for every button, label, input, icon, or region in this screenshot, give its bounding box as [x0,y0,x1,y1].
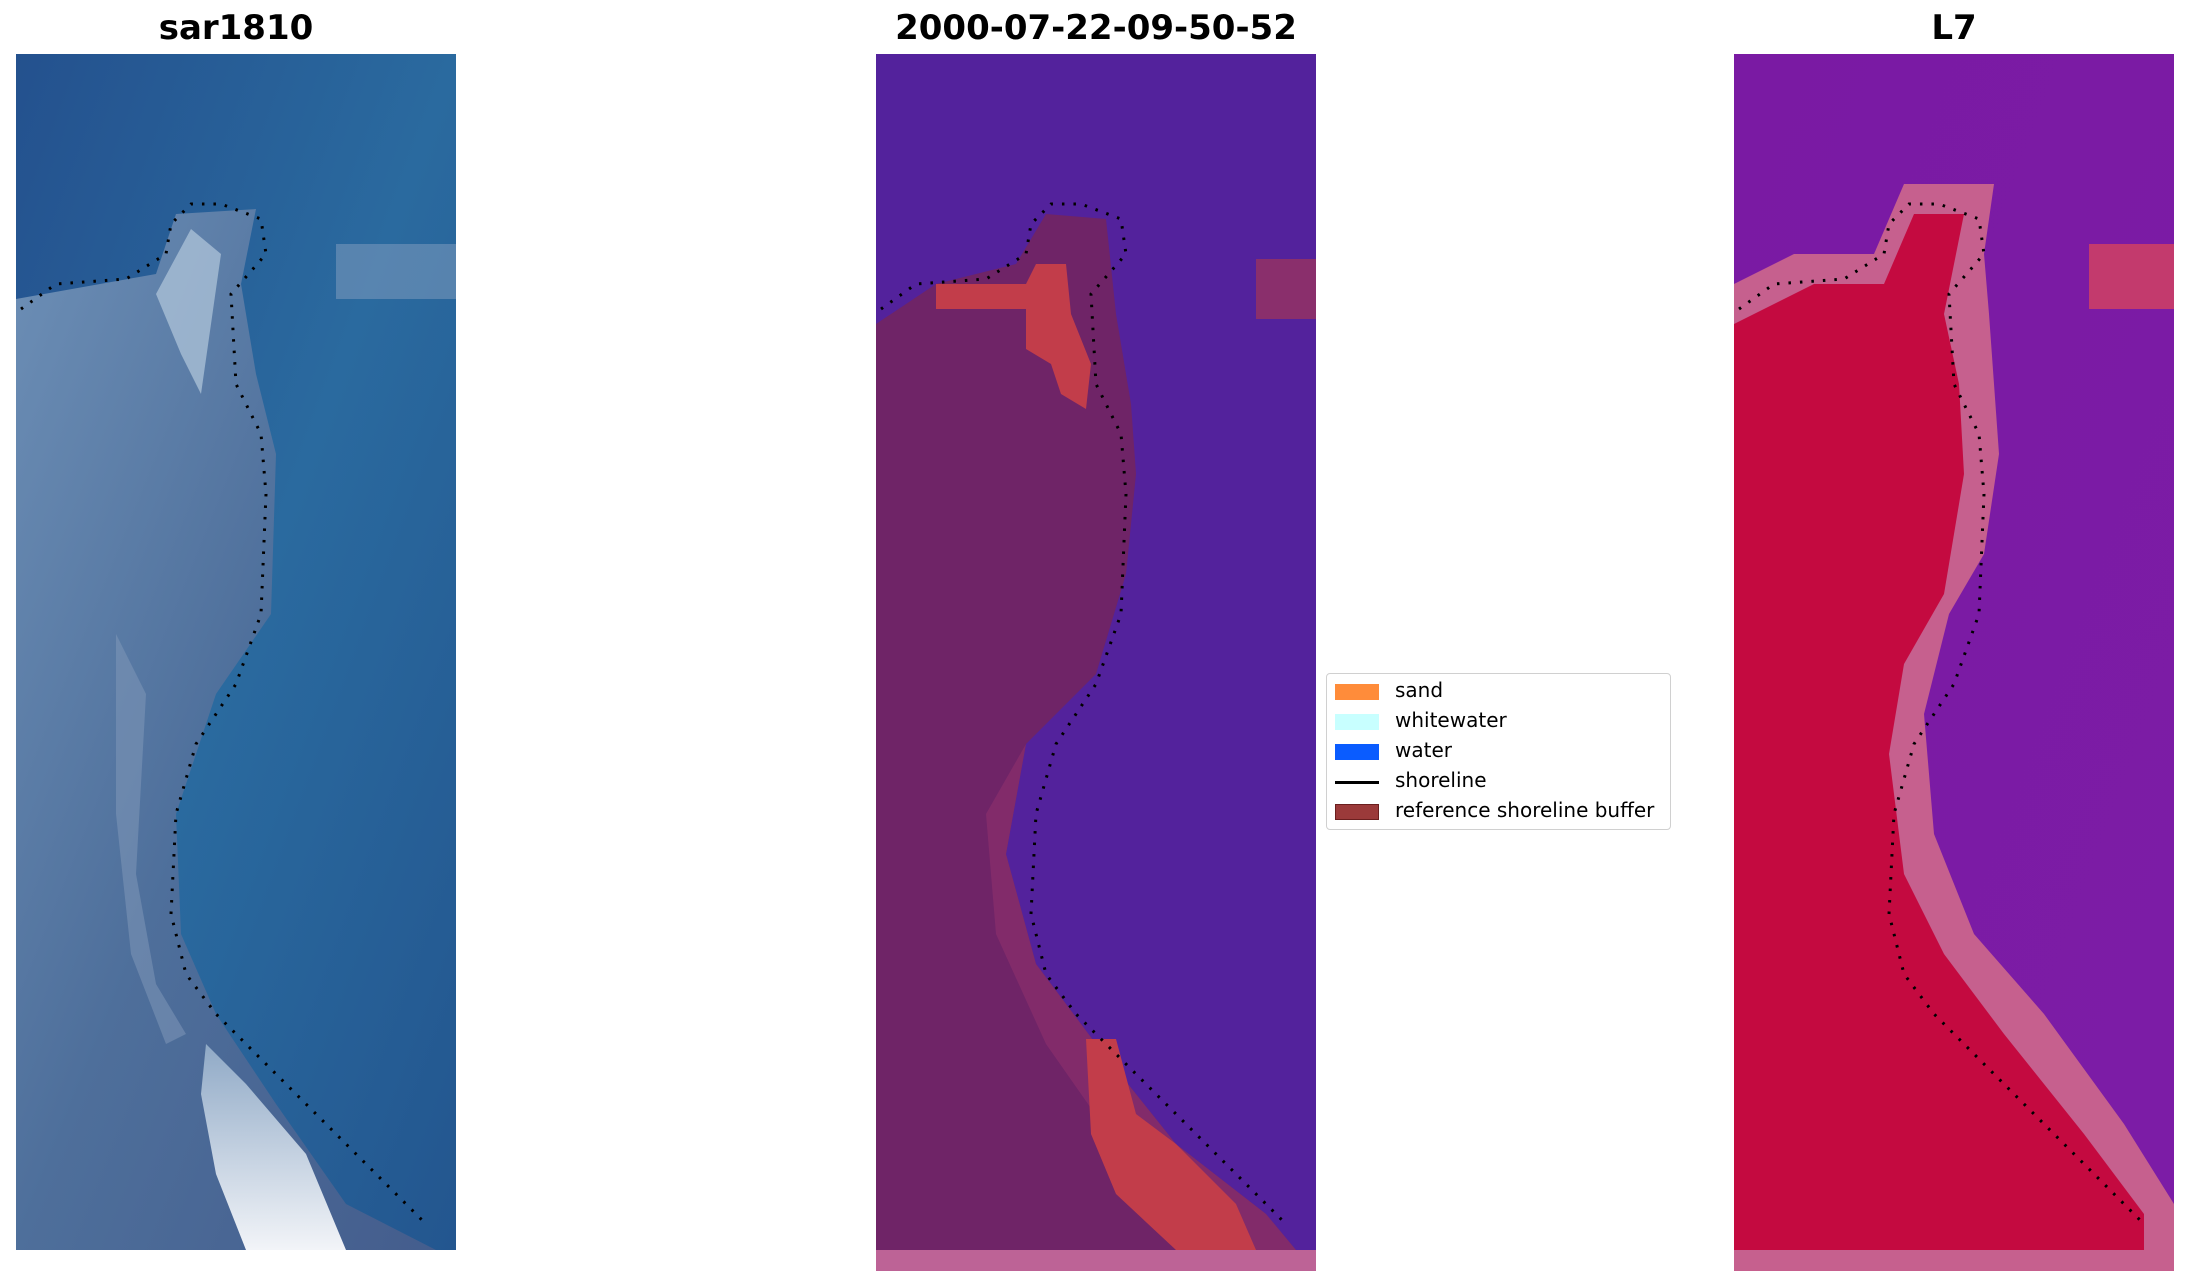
legend-label-whitewater: whitewater [1395,708,1507,732]
class-buffer-top [936,264,1091,409]
legend-item-shoreline: shoreline [1327,766,1670,796]
legend-swatch-whitewater [1335,714,1379,730]
legend-label-shoreline: shoreline [1395,768,1487,792]
panel-title-rgb: sar1810 [158,8,314,48]
index-bottom-border [1734,1250,2174,1271]
classified-image-panel [876,54,1316,1271]
index-land [1734,214,2144,1250]
legend-label-reference-buffer: reference shoreline buffer [1395,798,1655,822]
class-land [876,214,1296,1250]
legend-swatch-reference-buffer [1335,804,1379,820]
legend-item-water: water [1327,736,1670,766]
legend-item-sand: sand [1327,676,1670,706]
legend-line-shoreline [1335,781,1379,784]
legend: sand whitewater water shoreline referenc… [1326,673,1671,830]
legend-item-whitewater: whitewater [1327,706,1670,736]
panel-title-classified: 2000-07-22-09-50-52 [895,8,1297,48]
class-offshore-patch [1256,259,1316,319]
legend-label-water: water [1395,738,1452,762]
rgb-bright-sand [201,1044,346,1250]
index-image-panel [1734,54,2174,1271]
legend-item-reference-buffer: reference shoreline buffer [1327,796,1670,826]
shoreline-dots-rgb [20,202,428,1226]
shoreline-dots-index [1738,202,2146,1226]
rgb-land [16,209,436,1250]
class-bottom-border [876,1250,1316,1271]
class-buffer-bottom [1086,1039,1256,1250]
rgb-image-panel [16,54,456,1250]
panel-title-index: L7 [1931,8,1977,48]
rgb-sand-strip [156,229,221,394]
shoreline-dots-classified [880,202,1288,1226]
legend-swatch-water [1335,744,1379,760]
legend-swatch-sand [1335,684,1379,700]
legend-label-sand: sand [1395,678,1444,702]
